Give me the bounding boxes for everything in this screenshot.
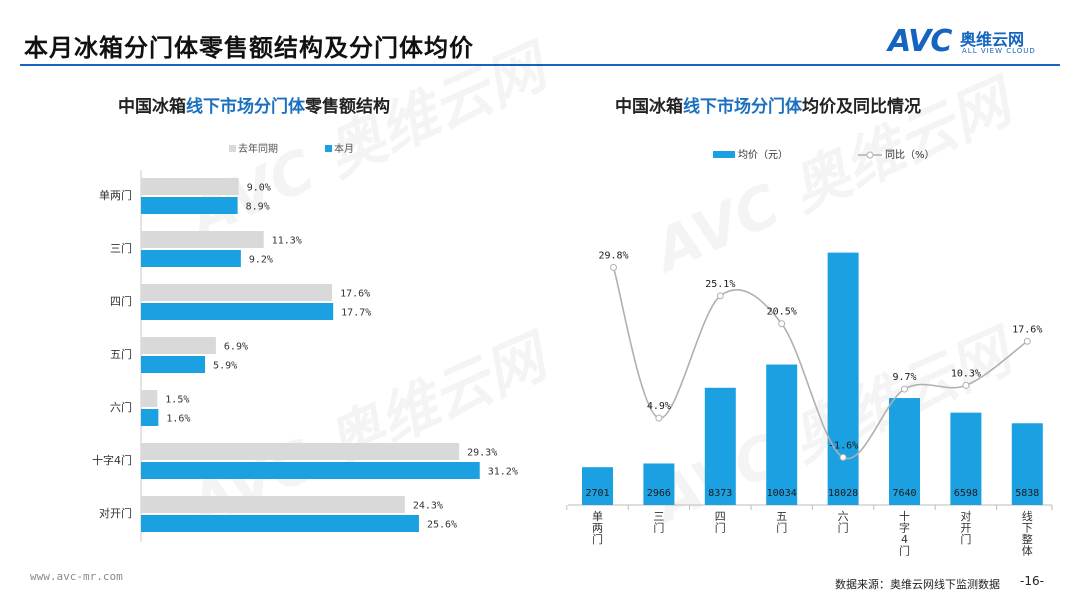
legend-label-current: 本月	[334, 142, 354, 155]
legend-marker-yoy	[866, 151, 874, 159]
bar-value-label: 1.5%	[165, 395, 189, 406]
column-value-label: 7640	[892, 488, 916, 499]
bar-current	[141, 303, 334, 320]
left-category-label: 五门	[110, 347, 132, 361]
right-category-label: 三门	[653, 510, 664, 535]
legend-label-prior: 去年同期	[238, 142, 278, 155]
right-category-label: 四门	[715, 510, 726, 535]
page-number: -16-	[1020, 574, 1044, 588]
yoy-value-label: 4.9%	[647, 401, 671, 412]
column-value-label: 2966	[647, 488, 671, 499]
bar-value-label: 17.7%	[341, 308, 371, 319]
header-divider	[20, 64, 1060, 66]
bar-prior	[141, 390, 158, 407]
bar-value-label: 9.0%	[247, 183, 271, 194]
left-chart-title: 中国冰箱线下市场分门体零售额结构	[118, 97, 390, 117]
bar-current	[141, 409, 159, 426]
yoy-point	[839, 453, 847, 461]
bar-prior	[141, 284, 333, 301]
right-category-label: 五门	[776, 510, 787, 535]
legend-swatch-current	[325, 145, 332, 152]
right-category-label: 六门	[838, 510, 849, 535]
yoy-point	[716, 292, 724, 300]
bar-prior	[141, 337, 216, 354]
bar-current	[141, 250, 241, 267]
left-category-label: 对开门	[99, 506, 132, 520]
column-value-label: 10034	[767, 488, 797, 499]
right-category-label: 十字 4 门	[899, 509, 910, 558]
column-value-label: 6598	[954, 488, 978, 499]
bar-value-label: 25.6%	[427, 520, 457, 531]
bar-prior	[141, 443, 460, 460]
footer-url: www.avc-mr.com	[30, 570, 123, 583]
bar-value-label: 5.9%	[213, 361, 237, 372]
logo-avc-text: AVC	[888, 24, 952, 59]
yoy-value-label: 9.7%	[892, 372, 916, 383]
column-avg-price	[950, 412, 982, 505]
yoy-point	[778, 320, 786, 328]
bar-value-label: 29.3%	[467, 448, 497, 459]
yoy-value-label: 20.5%	[767, 307, 797, 318]
legend-swatch-avg-price	[713, 151, 735, 158]
column-avg-price	[827, 252, 859, 505]
column-avg-price	[643, 463, 675, 505]
left-category-label: 四门	[110, 294, 132, 308]
bar-prior	[141, 231, 264, 248]
logo-en-text: ALL VIEW CLOUD	[962, 47, 1036, 55]
bar-current	[141, 462, 480, 479]
data-source-note: 数据来源：奥维云网线下监测数据	[835, 578, 1000, 591]
yoy-value-label: 10.3%	[951, 368, 981, 379]
bar-value-label: 6.9%	[224, 342, 248, 353]
bar-value-label: 11.3%	[272, 236, 302, 247]
bar-value-label: 1.6%	[166, 414, 190, 425]
right-category-label: 单两门	[592, 510, 603, 546]
legend-label-avg-price: 均价（元）	[738, 149, 788, 161]
yoy-point	[655, 414, 663, 422]
bar-current	[141, 197, 238, 214]
right-chart-title: 中国冰箱线下市场分门体均价及同比情况	[615, 97, 921, 117]
column-avg-price	[582, 467, 613, 505]
yoy-value-label: 29.8%	[598, 250, 628, 261]
column-avg-price	[704, 387, 736, 505]
column-value-label: 5838	[1015, 488, 1039, 499]
right-category-label: 线下整体	[1022, 509, 1033, 558]
column-value-label: 18028	[828, 488, 858, 499]
bar-current	[141, 356, 206, 373]
brand-logo: AVC 奥维云网 ALL VIEW CLOUD	[888, 24, 1058, 60]
left-category-label: 六门	[110, 400, 132, 414]
right-category-label: 对开门	[960, 509, 971, 546]
bar-prior	[141, 496, 405, 513]
legend-swatch-prior	[229, 145, 236, 152]
logo-cn-text: 奥维云网	[960, 30, 1025, 49]
bar-value-label: 17.6%	[340, 289, 370, 300]
left-category-label: 十字4门	[92, 453, 132, 467]
yoy-point	[962, 381, 970, 389]
bar-value-label: 8.9%	[246, 202, 270, 213]
bar-value-label: 31.2%	[488, 467, 518, 478]
yoy-point	[901, 385, 908, 393]
bar-prior	[141, 178, 239, 195]
yoy-point	[1023, 337, 1031, 345]
left-category-label: 单两门	[99, 188, 132, 202]
column-avg-price	[766, 364, 798, 505]
legend-label-yoy: 同比（%）	[885, 149, 935, 161]
column-avg-price	[889, 398, 920, 505]
column-value-label: 8373	[708, 488, 732, 499]
bar-current	[141, 515, 419, 532]
page-title: 本月冰箱分门体零售额结构及分门体均价	[24, 34, 474, 62]
yoy-point	[610, 263, 617, 271]
column-avg-price	[1011, 423, 1043, 505]
bar-value-label: 9.2%	[249, 255, 273, 266]
column-value-label: 2701	[585, 488, 609, 499]
yoy-value-label: -1.6%	[828, 440, 858, 451]
yoy-value-label: 25.1%	[705, 279, 735, 290]
yoy-value-label: 17.6%	[1012, 324, 1042, 335]
left-category-label: 三门	[110, 241, 132, 255]
bar-value-label: 24.3%	[413, 501, 443, 512]
